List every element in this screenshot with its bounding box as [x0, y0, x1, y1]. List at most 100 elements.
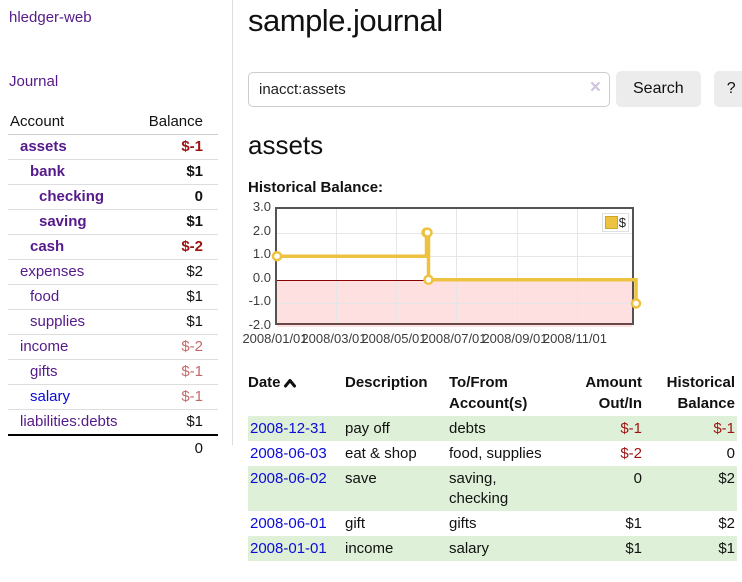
- sidebar-item-journal[interactable]: Journal: [9, 73, 59, 90]
- account-link-food[interactable]: food: [30, 288, 60, 305]
- account-row: saving $1: [8, 209, 218, 235]
- help-button[interactable]: ?: [713, 71, 742, 107]
- transaction-balance: 0: [726, 445, 735, 462]
- transaction-amount: $-2: [620, 445, 642, 462]
- account-link-gifts[interactable]: gifts: [30, 363, 58, 380]
- accounts-table: Account Balance assets $-1 bank $1 check…: [8, 110, 218, 461]
- account-link-cash[interactable]: cash: [30, 238, 65, 255]
- account-row: checking 0: [8, 184, 218, 210]
- transaction-description: income: [345, 540, 394, 557]
- v-gridline: [456, 209, 457, 323]
- app-brand-link[interactable]: hledger-web: [9, 9, 92, 26]
- account-row: gifts $-1: [8, 359, 218, 385]
- register-header-row: Date Description To/From Account(s) Amou…: [248, 370, 737, 416]
- y-tick-label: -2.0: [248, 317, 271, 332]
- search-input[interactable]: [248, 71, 610, 107]
- account-row: assets $-1: [8, 134, 218, 160]
- page-title: sample.journal: [248, 3, 443, 38]
- account-link-bank[interactable]: bank: [30, 163, 66, 180]
- transaction-date-link[interactable]: 2008-01-01: [250, 540, 327, 557]
- register-row: 2008-06-02 save saving, checking 0 $2: [248, 466, 737, 511]
- account-link-supplies[interactable]: supplies: [30, 313, 86, 330]
- register-row: 2008-06-03 eat & shop food, supplies $-2…: [248, 441, 737, 466]
- transaction-description: save: [345, 470, 377, 487]
- account-link-salary[interactable]: salary: [30, 388, 71, 405]
- chart-title: Historical Balance:: [248, 179, 384, 196]
- accounts-total-value: 0: [8, 434, 218, 461]
- account-row: liabilities:debts $1: [8, 410, 218, 436]
- register-row: 2008-06-01 gift gifts $1 $2: [248, 511, 737, 536]
- clear-search-icon[interactable]: ×: [589, 76, 601, 98]
- transaction-date-link[interactable]: 2008-06-03: [250, 445, 327, 462]
- transaction-accounts: food, supplies: [449, 445, 542, 462]
- transaction-balance: $-1: [713, 420, 735, 437]
- register-table: Date Description To/From Account(s) Amou…: [248, 370, 737, 561]
- transaction-date-link[interactable]: 2008-12-31: [250, 420, 327, 437]
- legend-label: $: [618, 215, 626, 230]
- transaction-accounts: debts: [449, 420, 486, 437]
- x-tick-label: 2008/01/01: [242, 331, 308, 346]
- y-tick-label: 1.0: [252, 246, 271, 262]
- x-tick-label: 2008/05/01: [361, 331, 427, 346]
- account-balance: $-1: [135, 134, 218, 160]
- v-gridline: [576, 209, 578, 323]
- transaction-description: pay off: [345, 420, 390, 437]
- account-balance: $1: [186, 413, 203, 430]
- transaction-balance: $2: [718, 515, 735, 532]
- x-tick-label: 2008/07/01: [421, 331, 487, 346]
- account-row: bank $1: [8, 159, 218, 185]
- account-balance: $1: [135, 284, 218, 310]
- register-header-date[interactable]: Date: [248, 370, 345, 416]
- legend-swatch: [604, 216, 618, 229]
- transaction-balance: $1: [718, 540, 735, 557]
- account-link-expenses[interactable]: expenses: [20, 263, 85, 280]
- account-link-saving[interactable]: saving: [39, 213, 87, 230]
- chart-series-svg: [271, 227, 642, 309]
- register-header-description: Description: [345, 374, 428, 391]
- accounts-total-row: 0: [8, 434, 218, 461]
- y-tick-label: 2.0: [252, 222, 271, 238]
- account-row: income $-2: [8, 334, 218, 360]
- account-link-liabilities-debts[interactable]: liabilities:debts: [20, 413, 118, 430]
- account-balance: $-2: [135, 334, 218, 360]
- account-balance: $1: [135, 209, 218, 235]
- x-tick-label: 2008/09/01: [482, 331, 548, 346]
- transaction-date-link[interactable]: 2008-06-01: [250, 515, 327, 532]
- x-tick-label: 2008/03/01: [301, 331, 367, 346]
- account-link-checking[interactable]: checking: [39, 188, 105, 205]
- account-balance: $-1: [135, 384, 218, 410]
- chart-legend: $: [601, 213, 629, 232]
- accounts-header-row: Account Balance: [8, 110, 218, 135]
- historical-balance-chart: 3.0 2.0 1.0 0.0 -1.0 -2.0 $ 2008/01/01 2008/03…: [242, 199, 742, 347]
- account-balance: $1: [135, 159, 218, 185]
- account-balance: 0: [135, 184, 218, 210]
- account-balance: $1: [135, 309, 218, 335]
- transaction-date-link[interactable]: 2008-06-02: [250, 470, 327, 487]
- h-gridline: [277, 232, 632, 234]
- h-gridline: [277, 303, 632, 305]
- transaction-amount: $1: [625, 515, 642, 532]
- chart-x-axis: 2008/01/01 2008/03/01 2008/05/01 2008/07/01…: [242, 331, 742, 347]
- account-row: cash $-2: [8, 234, 218, 260]
- main-content: sample.journal × Search ? assets Histori…: [242, 0, 742, 561]
- account-row: salary $-1: [8, 384, 218, 410]
- accounts-header-account: Account: [8, 110, 136, 135]
- y-tick-label: -1.0: [248, 293, 271, 309]
- transaction-amount: 0: [633, 470, 642, 487]
- h-gridline: [277, 256, 632, 258]
- accounts-header-balance: Balance: [135, 110, 218, 135]
- transaction-accounts: gifts: [449, 515, 477, 532]
- y-tick-label: 3.0: [252, 199, 271, 214]
- transaction-description: eat & shop: [345, 445, 417, 462]
- account-link-income[interactable]: income: [20, 338, 69, 355]
- account-section-title: assets: [248, 130, 324, 160]
- transaction-amount: $1: [625, 540, 642, 557]
- search-form: × Search ?: [248, 71, 742, 107]
- account-row: supplies $1: [8, 309, 218, 335]
- sidebar: hledger-web Journal Account Balance asse…: [0, 0, 232, 461]
- v-gridline: [336, 209, 337, 323]
- account-balance: $-1: [135, 359, 218, 385]
- account-link-assets[interactable]: assets: [20, 138, 67, 155]
- search-button[interactable]: Search: [616, 71, 701, 107]
- chart-plot[interactable]: $: [271, 207, 642, 327]
